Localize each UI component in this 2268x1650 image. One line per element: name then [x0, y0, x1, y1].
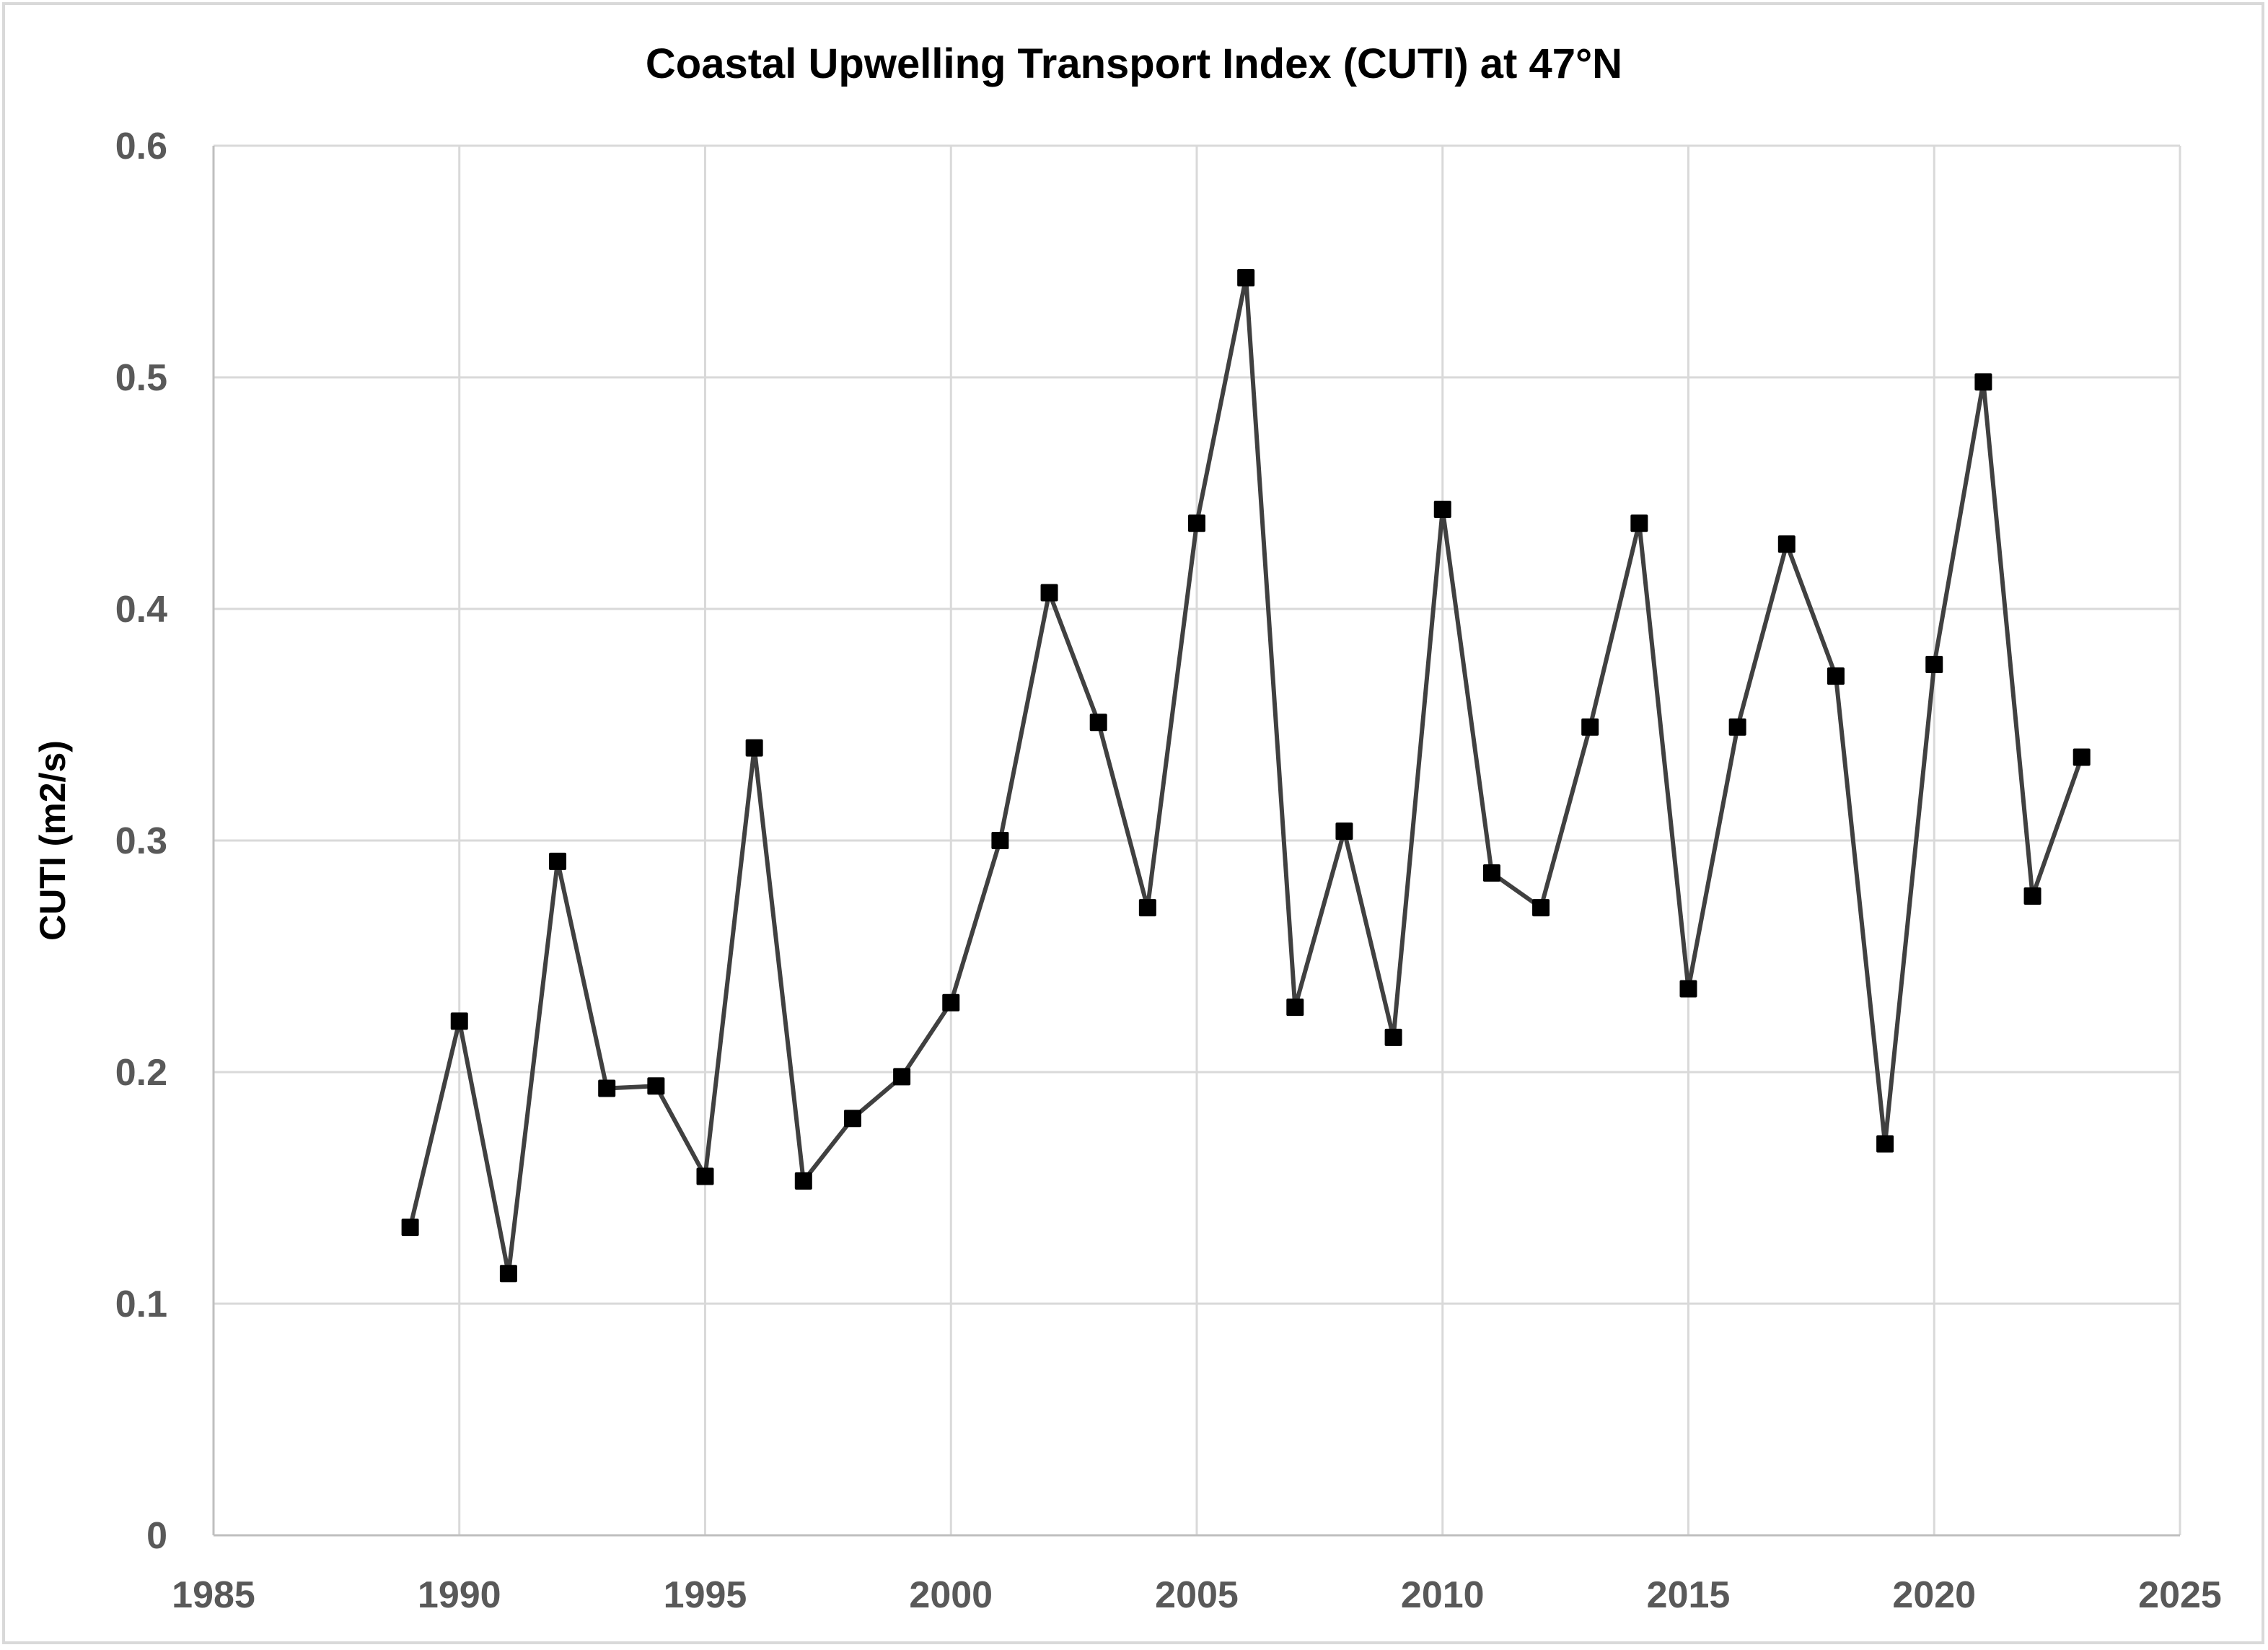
- data-point-1991: [499, 1265, 517, 1283]
- data-point-2022: [2023, 887, 2041, 905]
- y-tick-label: 0.2: [115, 1052, 167, 1094]
- data-point-2017: [1777, 535, 1796, 553]
- data-point-2015: [1679, 980, 1697, 998]
- x-tick-label: 2010: [1401, 1574, 1485, 1616]
- y-tick-label: 0.4: [115, 589, 167, 631]
- data-point-2023: [2073, 748, 2091, 766]
- y-tick-label: 0.5: [115, 357, 167, 399]
- data-point-1992: [549, 852, 567, 870]
- x-tick-label: 1990: [418, 1574, 501, 1616]
- data-point-1993: [598, 1079, 616, 1097]
- x-tick-label: 1995: [664, 1574, 747, 1616]
- x-tick-label: 2025: [2138, 1574, 2222, 1616]
- x-tick-label: 1985: [172, 1574, 255, 1616]
- x-tick-label: 2020: [1892, 1574, 1976, 1616]
- x-tick-label: 2000: [909, 1574, 993, 1616]
- data-point-1999: [893, 1068, 911, 1086]
- data-point-2010: [1433, 500, 1451, 518]
- data-point-1990: [450, 1012, 468, 1030]
- data-point-2006: [1237, 268, 1255, 286]
- data-point-2018: [1827, 667, 1845, 685]
- y-axis-label: CUTI (m2/s): [32, 740, 73, 941]
- series-cuti: [401, 268, 2091, 1283]
- data-point-2000: [942, 993, 960, 1011]
- data-point-2012: [1532, 899, 1550, 917]
- data-point-2003: [1089, 714, 1107, 732]
- data-point-2002: [1040, 584, 1058, 602]
- data-point-2004: [1138, 899, 1156, 917]
- data-point-2009: [1384, 1028, 1402, 1046]
- data-point-1995: [696, 1167, 714, 1185]
- data-point-1996: [745, 739, 763, 757]
- data-point-2001: [991, 832, 1009, 849]
- data-point-1997: [794, 1172, 812, 1190]
- data-point-1989: [401, 1219, 419, 1237]
- data-point-2005: [1188, 514, 1205, 532]
- chart-title: Coastal Upwelling Transport Index (CUTI)…: [646, 40, 1622, 87]
- axes: 0 0.1 0.2 0.3 0.4 0.5 0.6 1985 1990 1995 2000 2005 2…: [115, 126, 2222, 1616]
- data-point-2011: [1482, 864, 1500, 882]
- data-point-2013: [1581, 718, 1599, 736]
- data-point-2016: [1728, 718, 1746, 736]
- data-point-2020: [1925, 656, 1943, 674]
- data-point-2007: [1286, 999, 1304, 1017]
- y-tick-label: 0: [146, 1515, 167, 1557]
- data-point-1998: [843, 1110, 861, 1128]
- data-point-2014: [1630, 514, 1648, 532]
- y-tick-label: 0.1: [115, 1283, 167, 1325]
- gridlines: [212, 144, 2181, 1537]
- x-tick-label: 2015: [1647, 1574, 1731, 1616]
- data-point-1994: [647, 1077, 665, 1095]
- x-tick-label: 2005: [1155, 1574, 1239, 1616]
- y-tick-label: 0.6: [115, 126, 167, 167]
- data-point-2008: [1335, 822, 1353, 841]
- data-point-2021: [1974, 373, 1992, 391]
- y-tick-label: 0.3: [115, 820, 167, 862]
- data-point-2019: [1876, 1135, 1894, 1153]
